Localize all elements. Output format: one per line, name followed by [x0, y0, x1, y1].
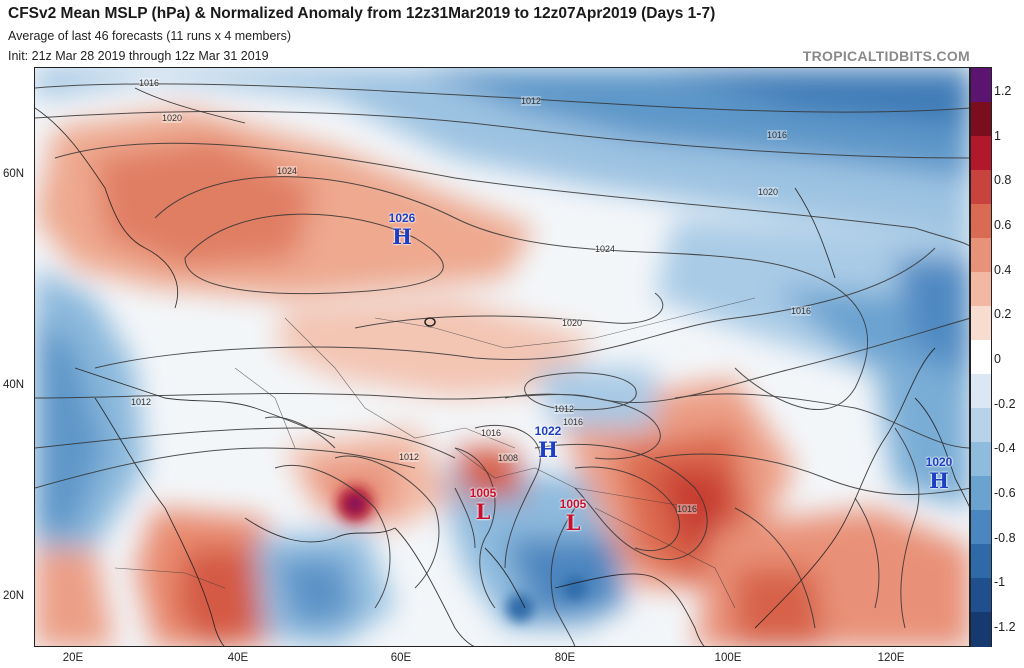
high-pressure-symbol: H: [392, 224, 412, 249]
longitude-label: 40E: [227, 652, 249, 664]
colorbar-segment: [971, 612, 991, 647]
latitude-label: 40N: [3, 379, 25, 391]
isobar-label: 1024: [276, 166, 298, 176]
low-pressure-value: 1005: [559, 497, 587, 511]
isobar-label: 1020: [561, 318, 583, 328]
isobar-label: 1024: [594, 244, 616, 254]
map-title: CFSv2 Mean MSLP (hPa) & Normalized Anoma…: [8, 5, 716, 22]
low-pressure-value: 1005: [469, 486, 497, 500]
isobar-label: 1016: [138, 78, 160, 88]
map-subtitle-init: Init: 21z Mar 28 2019 through 12z Mar 31…: [8, 49, 269, 63]
isobar-label: 1016: [480, 428, 502, 438]
coastlines: [35, 87, 969, 646]
colorbar-segment: [971, 238, 991, 273]
colorbar-segment: [971, 476, 991, 511]
high-pressure-value: 1026: [388, 211, 416, 225]
isobar-label: 1016: [790, 306, 812, 316]
isobar-label: 1020: [161, 113, 183, 123]
colorbar-segment: [971, 306, 991, 341]
low-pressure-symbol: L: [475, 499, 491, 524]
colorbar-segment: [971, 340, 991, 375]
colorbar-segment: [971, 272, 991, 307]
isobar-label: 1012: [130, 397, 152, 407]
isobar-label: 1016: [766, 130, 788, 140]
colorbar-label: -0.6: [994, 486, 1016, 500]
isobar-label: 1012: [398, 452, 420, 462]
colorbar-segment: [971, 170, 991, 205]
longitude-label: 100E: [714, 652, 742, 664]
colorbar-label: -1.2: [994, 620, 1016, 634]
high-pressure-value: 1020: [925, 455, 953, 469]
colorbar-segment: [971, 374, 991, 409]
colorbar-segment: [971, 578, 991, 613]
high-pressure-symbol: H: [929, 468, 949, 493]
brand-watermark: TROPICALTIDBITS.COM: [802, 48, 970, 64]
colorbar-segment: [971, 68, 991, 103]
latitude-label: 60N: [3, 168, 25, 180]
colorbar-label: 1.2: [994, 84, 1012, 98]
isobar-label: 1012: [520, 96, 542, 106]
colorbar-segment: [971, 102, 991, 137]
colorbar-segment: [971, 544, 991, 579]
high-pressure-value: 1022: [534, 424, 562, 438]
isobar-label: 1012: [553, 404, 575, 414]
anomaly-field: [35, 68, 969, 646]
colorbar-label: 1: [994, 128, 1001, 143]
longitude-label: 80E: [554, 652, 576, 664]
colorbar-label: 0.2: [994, 307, 1012, 322]
colorbar-segment: [971, 442, 991, 477]
high-pressure-symbol: H: [538, 437, 558, 462]
colorbar-label: 0.4: [994, 262, 1012, 277]
colorbar-label: -0.2: [994, 396, 1016, 411]
isobar-label: 1016: [676, 504, 698, 514]
isobar-label: 1016: [562, 417, 584, 427]
isobars: [35, 83, 969, 646]
colorbar-label: 0.6: [994, 218, 1012, 232]
colorbar-label: -0.4: [994, 441, 1016, 456]
colorbar-segment: [971, 510, 991, 545]
colorbar-segment: [971, 136, 991, 171]
colorbar-segment: [971, 204, 991, 239]
colorbar-label: 0: [994, 352, 1001, 366]
longitude-label: 120E: [877, 652, 905, 664]
low-pressure-symbol: L: [565, 510, 581, 535]
longitude-label: 60E: [390, 652, 412, 664]
colorbar-label: -1: [994, 575, 1006, 590]
colorbar-label: 0.8: [994, 173, 1012, 188]
isobar-label: 1020: [757, 187, 779, 197]
colorbar: [970, 67, 992, 647]
map-panel: 1016 1020 1024 1012 1016 1020 1024 1020 …: [34, 67, 970, 647]
latitude-label: 20N: [3, 590, 25, 602]
map-subtitle-forecasts: Average of last 46 forecasts (11 runs x …: [8, 29, 291, 43]
longitude-label: 20E: [62, 652, 84, 664]
isobar-label: 1008: [497, 453, 519, 463]
colorbar-segment: [971, 408, 991, 443]
colorbar-label: -0.8: [994, 530, 1016, 545]
